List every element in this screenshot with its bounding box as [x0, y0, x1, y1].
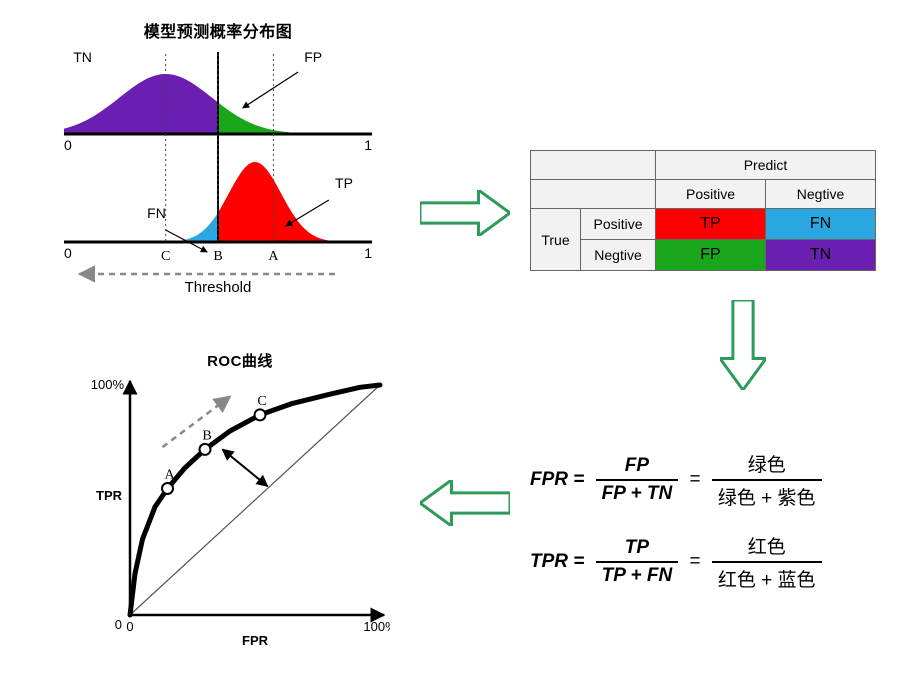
svg-text:FP: FP: [304, 49, 322, 65]
svg-text:FN: FN: [147, 205, 166, 221]
svg-text:C: C: [257, 394, 266, 409]
distribution-title: 模型预测概率分布图: [58, 18, 378, 42]
predict-header: Predict: [656, 151, 876, 180]
cell-TP: TP: [656, 209, 766, 240]
svg-text:100%: 100%: [91, 377, 125, 392]
col-1: Negtive: [766, 180, 876, 209]
cell-FP: FP: [656, 240, 766, 271]
svg-text:0: 0: [126, 619, 133, 634]
svg-text:100%: 100%: [363, 619, 390, 634]
flow-arrow-left-icon: [420, 480, 510, 526]
true-header: True: [531, 209, 581, 271]
distribution-chart: C B A 0 1 0 1 Threshold TN FP FN TP: [58, 48, 378, 302]
tpr-equation: TPR = TPTP + FN = 红色红色 + 蓝色: [530, 532, 870, 592]
row-1: Negtive: [581, 240, 656, 271]
equations-panel: FPR = FPFP + TN = 绿色绿色 + 紫色 TPR = TPTP +…: [530, 440, 870, 580]
svg-text:B: B: [213, 249, 222, 264]
svg-text:FPR: FPR: [242, 633, 269, 648]
cell-TN: TN: [766, 240, 876, 271]
flow-arrow-right-icon: [420, 190, 510, 236]
roc-chart: 0 100% 100% 0 A B C TPR FPR: [90, 375, 390, 651]
svg-text:0: 0: [64, 137, 72, 153]
svg-text:TN: TN: [73, 49, 92, 65]
svg-text:C: C: [161, 249, 170, 264]
svg-text:0: 0: [64, 245, 72, 261]
svg-text:TPR: TPR: [96, 488, 123, 503]
svg-text:B: B: [202, 428, 211, 443]
roc-panel: ROC曲线 0 100% 100% 0 A B C TPR FPR: [90, 350, 390, 650]
row-0: Positive: [581, 209, 656, 240]
confusion-matrix: PredictPositiveNegtiveTruePositiveTPFNNe…: [530, 150, 880, 270]
svg-text:Threshold: Threshold: [185, 279, 252, 296]
flow-arrow-down-icon: [720, 300, 766, 390]
roc-title: ROC曲线: [90, 350, 390, 371]
svg-text:0: 0: [115, 617, 122, 632]
svg-text:1: 1: [364, 245, 372, 261]
svg-text:1: 1: [364, 137, 372, 153]
col-0: Positive: [656, 180, 766, 209]
svg-text:A: A: [268, 249, 279, 264]
svg-text:TP: TP: [335, 175, 353, 191]
cell-FN: FN: [766, 209, 876, 240]
svg-text:A: A: [164, 468, 175, 483]
distribution-panel: 模型预测概率分布图 C B A 0 1 0 1 Threshold TN FP FN TP: [58, 18, 378, 298]
fpr-equation: FPR = FPFP + TN = 绿色绿色 + 紫色: [530, 450, 870, 510]
